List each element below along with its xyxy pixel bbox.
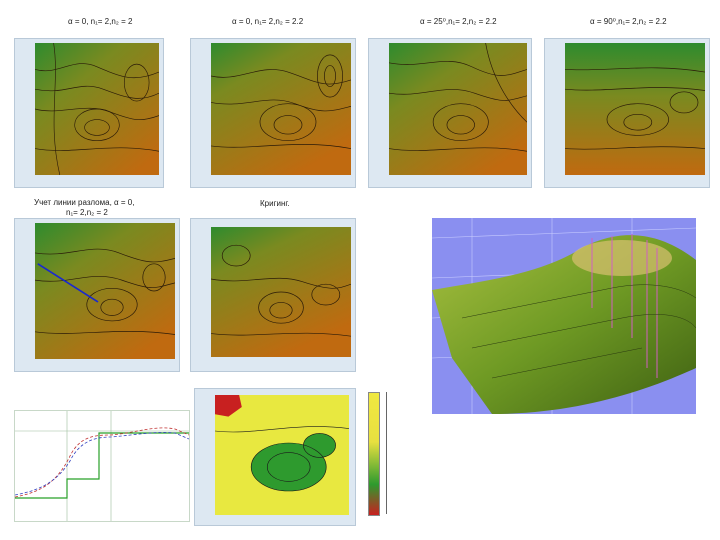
color-scale-legend <box>366 392 406 516</box>
contour-map-4 <box>544 38 710 188</box>
contour-plot-area <box>35 223 175 359</box>
color-scale-axis <box>386 392 387 514</box>
color-scale-bar <box>368 392 380 516</box>
contour-map-6-kriging <box>190 218 356 372</box>
heatmap-map <box>194 388 356 526</box>
contour-map-3 <box>368 38 532 188</box>
contour-map-2 <box>190 38 356 188</box>
contour-map-5 <box>14 218 180 372</box>
caption-map-5-line1: Учет линии разлома, α = 0, <box>34 198 135 207</box>
caption-map-4: α = 90⁰,n₁= 2,n₂ = 2.2 <box>590 17 667 26</box>
contour-map-1 <box>14 38 164 188</box>
contour-plot-area <box>565 43 705 175</box>
heatmap-area <box>215 395 349 515</box>
contour-plot-area <box>389 43 527 175</box>
profile-line-chart <box>14 410 190 522</box>
contour-plot-area <box>35 43 159 175</box>
caption-map-3: α = 25⁰,n₁= 2,n₂ = 2.2 <box>420 17 497 26</box>
y-axis-ticks <box>15 39 35 187</box>
surface-3d-plot <box>431 218 697 414</box>
contour-plot-area <box>211 227 351 357</box>
caption-map-1: α = 0, n₁= 2,n₂ = 2 <box>68 17 133 26</box>
contour-plot-area <box>211 43 351 175</box>
caption-map-5-line2: n₁= 2,n₂ = 2 <box>66 208 108 217</box>
caption-map-2: α = 0, n₁= 2,n₂ = 2.2 <box>232 17 304 26</box>
caption-map-6: Кригинг. <box>260 199 290 208</box>
